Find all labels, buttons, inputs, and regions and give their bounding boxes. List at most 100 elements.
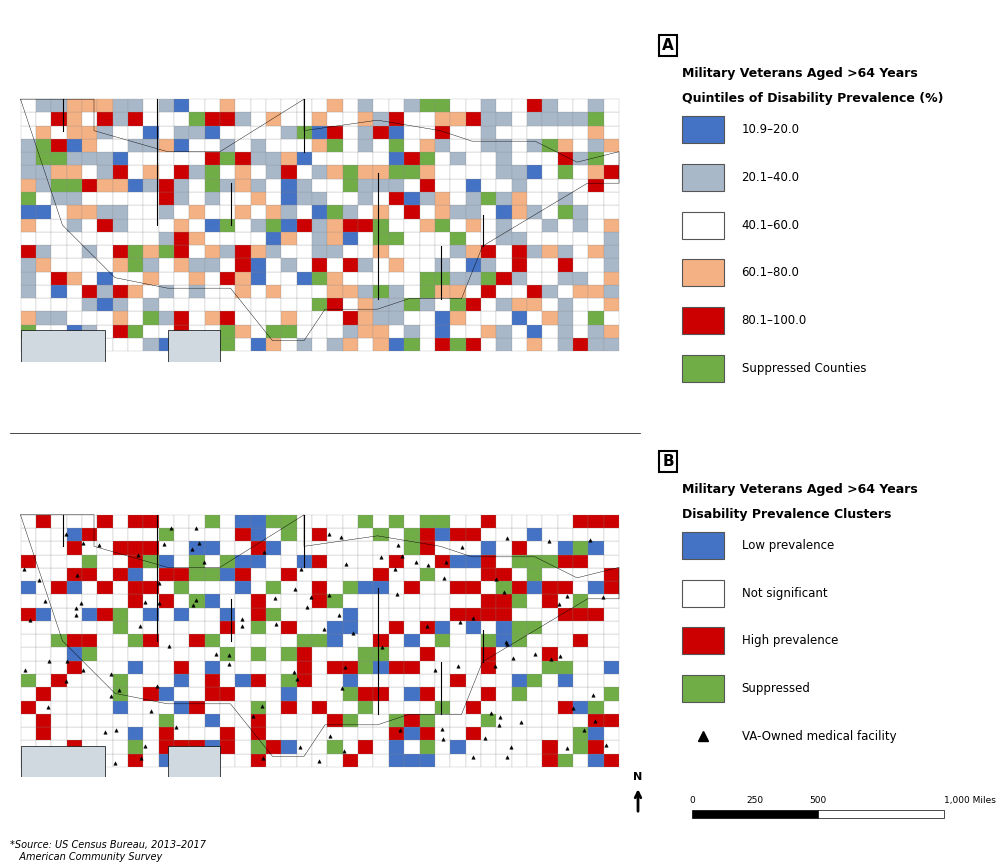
Bar xyxy=(143,126,159,139)
Bar xyxy=(496,100,512,113)
Bar xyxy=(36,554,51,568)
Bar xyxy=(205,701,220,714)
Bar xyxy=(82,634,97,648)
Bar xyxy=(435,258,450,272)
Bar xyxy=(128,152,143,165)
Bar xyxy=(358,568,373,581)
Bar xyxy=(174,165,189,178)
Bar xyxy=(389,192,404,205)
Bar xyxy=(420,113,435,126)
Bar xyxy=(542,192,558,205)
Bar xyxy=(266,218,281,232)
Bar xyxy=(450,218,466,232)
Bar xyxy=(343,113,358,126)
Bar xyxy=(496,621,512,634)
Bar xyxy=(220,126,235,139)
Bar xyxy=(297,541,312,554)
Bar xyxy=(373,139,389,152)
Bar xyxy=(604,218,619,232)
Bar xyxy=(20,648,36,661)
Bar xyxy=(266,568,281,581)
Bar xyxy=(36,258,51,272)
Bar xyxy=(36,298,51,312)
Bar xyxy=(159,554,174,568)
Bar xyxy=(312,714,327,727)
Bar xyxy=(466,205,481,218)
Bar xyxy=(174,701,189,714)
Bar xyxy=(450,338,466,351)
Bar xyxy=(20,568,36,581)
Bar xyxy=(404,312,420,325)
Bar xyxy=(82,714,97,727)
Bar xyxy=(51,165,67,178)
Bar xyxy=(558,740,573,753)
Bar xyxy=(512,608,527,621)
Bar xyxy=(128,126,143,139)
Bar xyxy=(496,218,512,232)
Bar xyxy=(281,139,297,152)
Bar xyxy=(97,245,113,258)
Bar xyxy=(205,258,220,272)
Bar xyxy=(435,594,450,608)
Bar xyxy=(297,218,312,232)
Bar xyxy=(82,232,97,245)
Bar xyxy=(220,594,235,608)
Bar xyxy=(604,661,619,674)
Bar xyxy=(588,100,604,113)
Bar xyxy=(113,152,128,165)
Bar xyxy=(20,701,36,714)
Bar xyxy=(481,298,496,312)
Bar xyxy=(205,568,220,581)
Bar xyxy=(435,245,450,258)
Bar xyxy=(450,312,466,325)
Bar xyxy=(82,541,97,554)
Bar xyxy=(189,338,205,351)
Bar xyxy=(312,232,327,245)
Bar xyxy=(327,258,343,272)
Bar xyxy=(588,753,604,766)
Bar xyxy=(512,272,527,285)
Bar xyxy=(20,139,36,152)
Bar xyxy=(542,272,558,285)
Bar xyxy=(466,515,481,528)
Bar xyxy=(373,258,389,272)
Bar xyxy=(327,581,343,594)
Bar xyxy=(266,581,281,594)
Bar xyxy=(20,727,36,740)
Bar xyxy=(143,727,159,740)
Bar xyxy=(573,178,588,192)
Bar xyxy=(251,285,266,298)
Bar xyxy=(466,581,481,594)
Bar xyxy=(266,688,281,701)
Bar xyxy=(481,113,496,126)
Bar xyxy=(113,515,128,528)
Bar xyxy=(220,701,235,714)
Bar xyxy=(67,298,82,312)
Polygon shape xyxy=(20,100,619,340)
Bar xyxy=(159,312,174,325)
Bar xyxy=(343,541,358,554)
Bar xyxy=(205,714,220,727)
Bar xyxy=(558,272,573,285)
Bar xyxy=(159,594,174,608)
Bar xyxy=(128,674,143,688)
Bar xyxy=(573,126,588,139)
Bar xyxy=(82,285,97,298)
Bar xyxy=(389,634,404,648)
Bar xyxy=(67,152,82,165)
Bar xyxy=(404,165,420,178)
Bar xyxy=(435,688,450,701)
Bar xyxy=(542,298,558,312)
Bar xyxy=(435,740,450,753)
Bar xyxy=(189,192,205,205)
Bar xyxy=(82,594,97,608)
Bar xyxy=(450,554,466,568)
Bar xyxy=(143,701,159,714)
Bar xyxy=(189,554,205,568)
Bar xyxy=(159,126,174,139)
Bar xyxy=(281,727,297,740)
Bar xyxy=(312,541,327,554)
Bar xyxy=(220,218,235,232)
Bar xyxy=(251,152,266,165)
Bar xyxy=(604,126,619,139)
